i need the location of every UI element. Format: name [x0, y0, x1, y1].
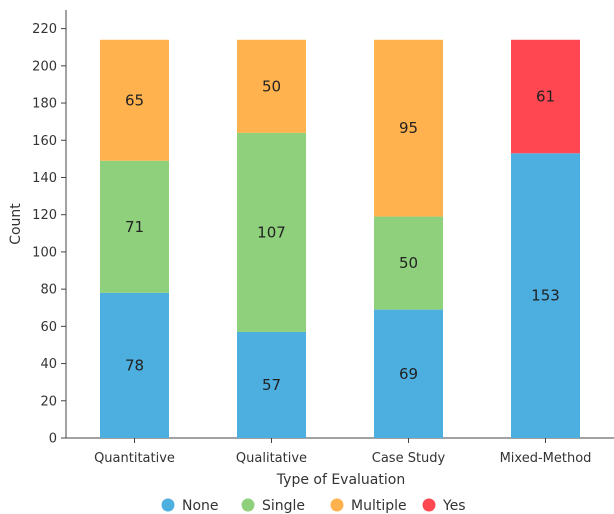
bar-segment [100, 39, 169, 161]
y-tick-label: 0 [49, 432, 57, 447]
legend-label: None [182, 498, 219, 514]
legend-marker [330, 498, 344, 512]
y-tick-label: 120 [32, 208, 57, 223]
x-tick-label: Case Study [372, 451, 446, 466]
legend-marker [422, 498, 436, 512]
bar-value-label: 61 [536, 88, 555, 106]
bar-segment [100, 160, 169, 293]
bar-segment [237, 331, 306, 438]
y-axis-title: Count [8, 203, 24, 245]
bar-value-label: 153 [531, 287, 560, 305]
bar-segment [237, 39, 306, 133]
y-tick-label: 40 [40, 357, 57, 372]
x-tick-label: Quantitative [94, 451, 175, 466]
y-tick-label: 200 [32, 59, 57, 74]
bar-value-label: 57 [262, 376, 281, 394]
bar-segment [374, 309, 443, 438]
bar-segment [237, 132, 306, 332]
legend-label: Single [262, 498, 305, 514]
x-tick-label: Qualitative [236, 451, 307, 466]
bar-segment [374, 39, 443, 217]
x-axis-title: Type of Evaluation [276, 472, 405, 488]
y-axis: 0 20 40 60 80 100 120 140 160 180 200 220 [32, 10, 67, 447]
bars: 78 71 65 57 107 50 69 50 95 153 61 [100, 39, 580, 438]
y-tick-label: 140 [32, 171, 57, 186]
bar-segment [374, 216, 443, 310]
y-tick-label: 160 [32, 134, 57, 149]
legend-marker [241, 498, 255, 512]
x-tick-label: Mixed-Method [500, 451, 592, 466]
bar-value-label: 78 [125, 356, 144, 374]
bar-value-label: 71 [125, 218, 144, 236]
bar-segment [511, 39, 580, 154]
bar-value-label: 50 [262, 77, 281, 95]
bar-segment [100, 292, 169, 438]
y-tick-label: 20 [40, 394, 57, 409]
legend-label: Yes [442, 498, 466, 514]
y-tick-label: 60 [40, 320, 57, 335]
legend: None Single Multiple Yes [161, 498, 466, 514]
y-tick-label: 80 [40, 283, 57, 298]
bar-value-label: 69 [399, 365, 418, 383]
y-tick-label: 220 [32, 22, 57, 37]
y-tick-label: 100 [32, 245, 57, 260]
x-axis: Quantitative Qualitative Case Study Mixed-M… [66, 437, 614, 466]
bar-segment [511, 153, 580, 438]
bar-value-label: 50 [399, 254, 418, 272]
legend-label: Multiple [351, 498, 407, 514]
bar-value-label: 95 [399, 119, 418, 137]
bar-value-label: 65 [125, 91, 144, 109]
y-tick-label: 180 [32, 97, 57, 112]
legend-marker [161, 498, 175, 512]
bar-value-label: 107 [257, 223, 286, 241]
